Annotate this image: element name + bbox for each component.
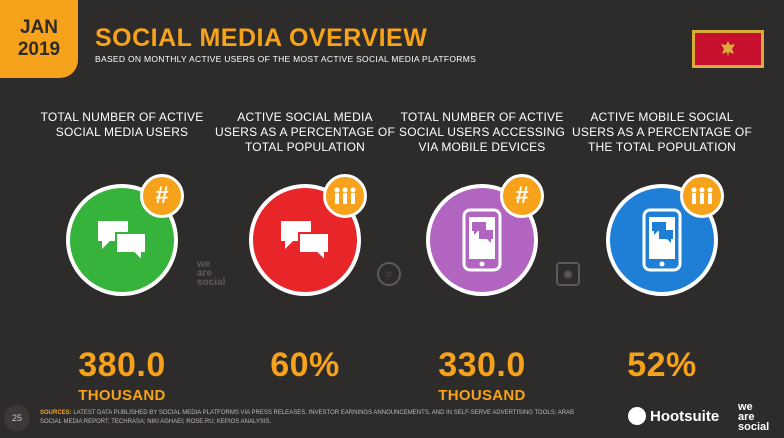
stat-label: TOTAL NUMBER OF ACTIVE SOCIAL MEDIA USER… bbox=[40, 110, 204, 139]
page-number: 25 bbox=[4, 405, 30, 431]
stat-value: 60% bbox=[270, 346, 340, 384]
stat-icon-group: # bbox=[62, 174, 184, 296]
stat-icon-group: # bbox=[422, 174, 544, 296]
was-line-1: we bbox=[738, 401, 753, 413]
hash-icon: # bbox=[140, 174, 184, 218]
stat-column-social-penetration: ACTIVE SOCIAL MEDIA USERS AS A PERCENTAG… bbox=[215, 110, 395, 387]
was-line-3: social bbox=[738, 421, 770, 433]
stat-column-mobile-users: TOTAL NUMBER OF ACTIVE SOCIAL USERS ACCE… bbox=[392, 110, 572, 404]
date-badge: JAN 2019 bbox=[0, 0, 78, 78]
stat-column-social-users: TOTAL NUMBER OF ACTIVE SOCIAL MEDIA USER… bbox=[32, 110, 212, 404]
date-year: 2019 bbox=[17, 39, 61, 60]
sources-text: LATEST DATA PUBLISHED BY SOCIAL MEDIA PL… bbox=[40, 410, 575, 425]
stat-icon-group bbox=[245, 174, 367, 296]
was-line-2: are bbox=[738, 411, 755, 423]
we-are-social-watermark: we are social bbox=[197, 259, 226, 288]
hootsuite-owl-icon bbox=[628, 407, 646, 425]
stat-unit: THOUSAND bbox=[438, 387, 526, 404]
page-subtitle: BASED ON MONTHLY ACTIVE USERS OF THE MOS… bbox=[95, 54, 477, 64]
eagle-icon bbox=[721, 41, 735, 57]
sources-label: SOURCES: bbox=[40, 410, 72, 416]
montenegro-flag-icon bbox=[692, 30, 764, 68]
lightbulb-icon: ☼ bbox=[377, 262, 401, 286]
stat-value: 380.0 bbox=[78, 346, 166, 384]
hootsuite-wordmark: Hootsuite bbox=[650, 407, 720, 425]
stat-unit: THOUSAND bbox=[78, 387, 166, 404]
page-title: SOCIAL MEDIA OVERVIEW bbox=[95, 24, 428, 52]
people-icon bbox=[323, 174, 367, 218]
people-icon bbox=[680, 174, 724, 218]
hootsuite-logo: Hootsuite bbox=[628, 407, 719, 425]
stat-label: ACTIVE SOCIAL MEDIA USERS AS A PERCENTAG… bbox=[215, 110, 395, 154]
owl-icon: ◉ bbox=[556, 262, 580, 286]
stat-column-mobile-penetration: ACTIVE MOBILE SOCIAL USERS AS A PERCENTA… bbox=[572, 110, 752, 387]
date-month: JAN bbox=[19, 17, 58, 38]
stat-label: TOTAL NUMBER OF ACTIVE SOCIAL USERS ACCE… bbox=[398, 110, 565, 154]
stat-value: 52% bbox=[627, 346, 697, 384]
stat-label: ACTIVE MOBILE SOCIAL USERS AS A PERCENTA… bbox=[572, 110, 752, 154]
stat-icon-group bbox=[602, 174, 724, 296]
stat-value: 330.0 bbox=[438, 346, 526, 384]
we-are-social-logo: we are social bbox=[738, 401, 770, 433]
hash-icon: # bbox=[500, 174, 544, 218]
sources-note: SOURCES: LATEST DATA PUBLISHED BY SOCIAL… bbox=[40, 409, 595, 427]
